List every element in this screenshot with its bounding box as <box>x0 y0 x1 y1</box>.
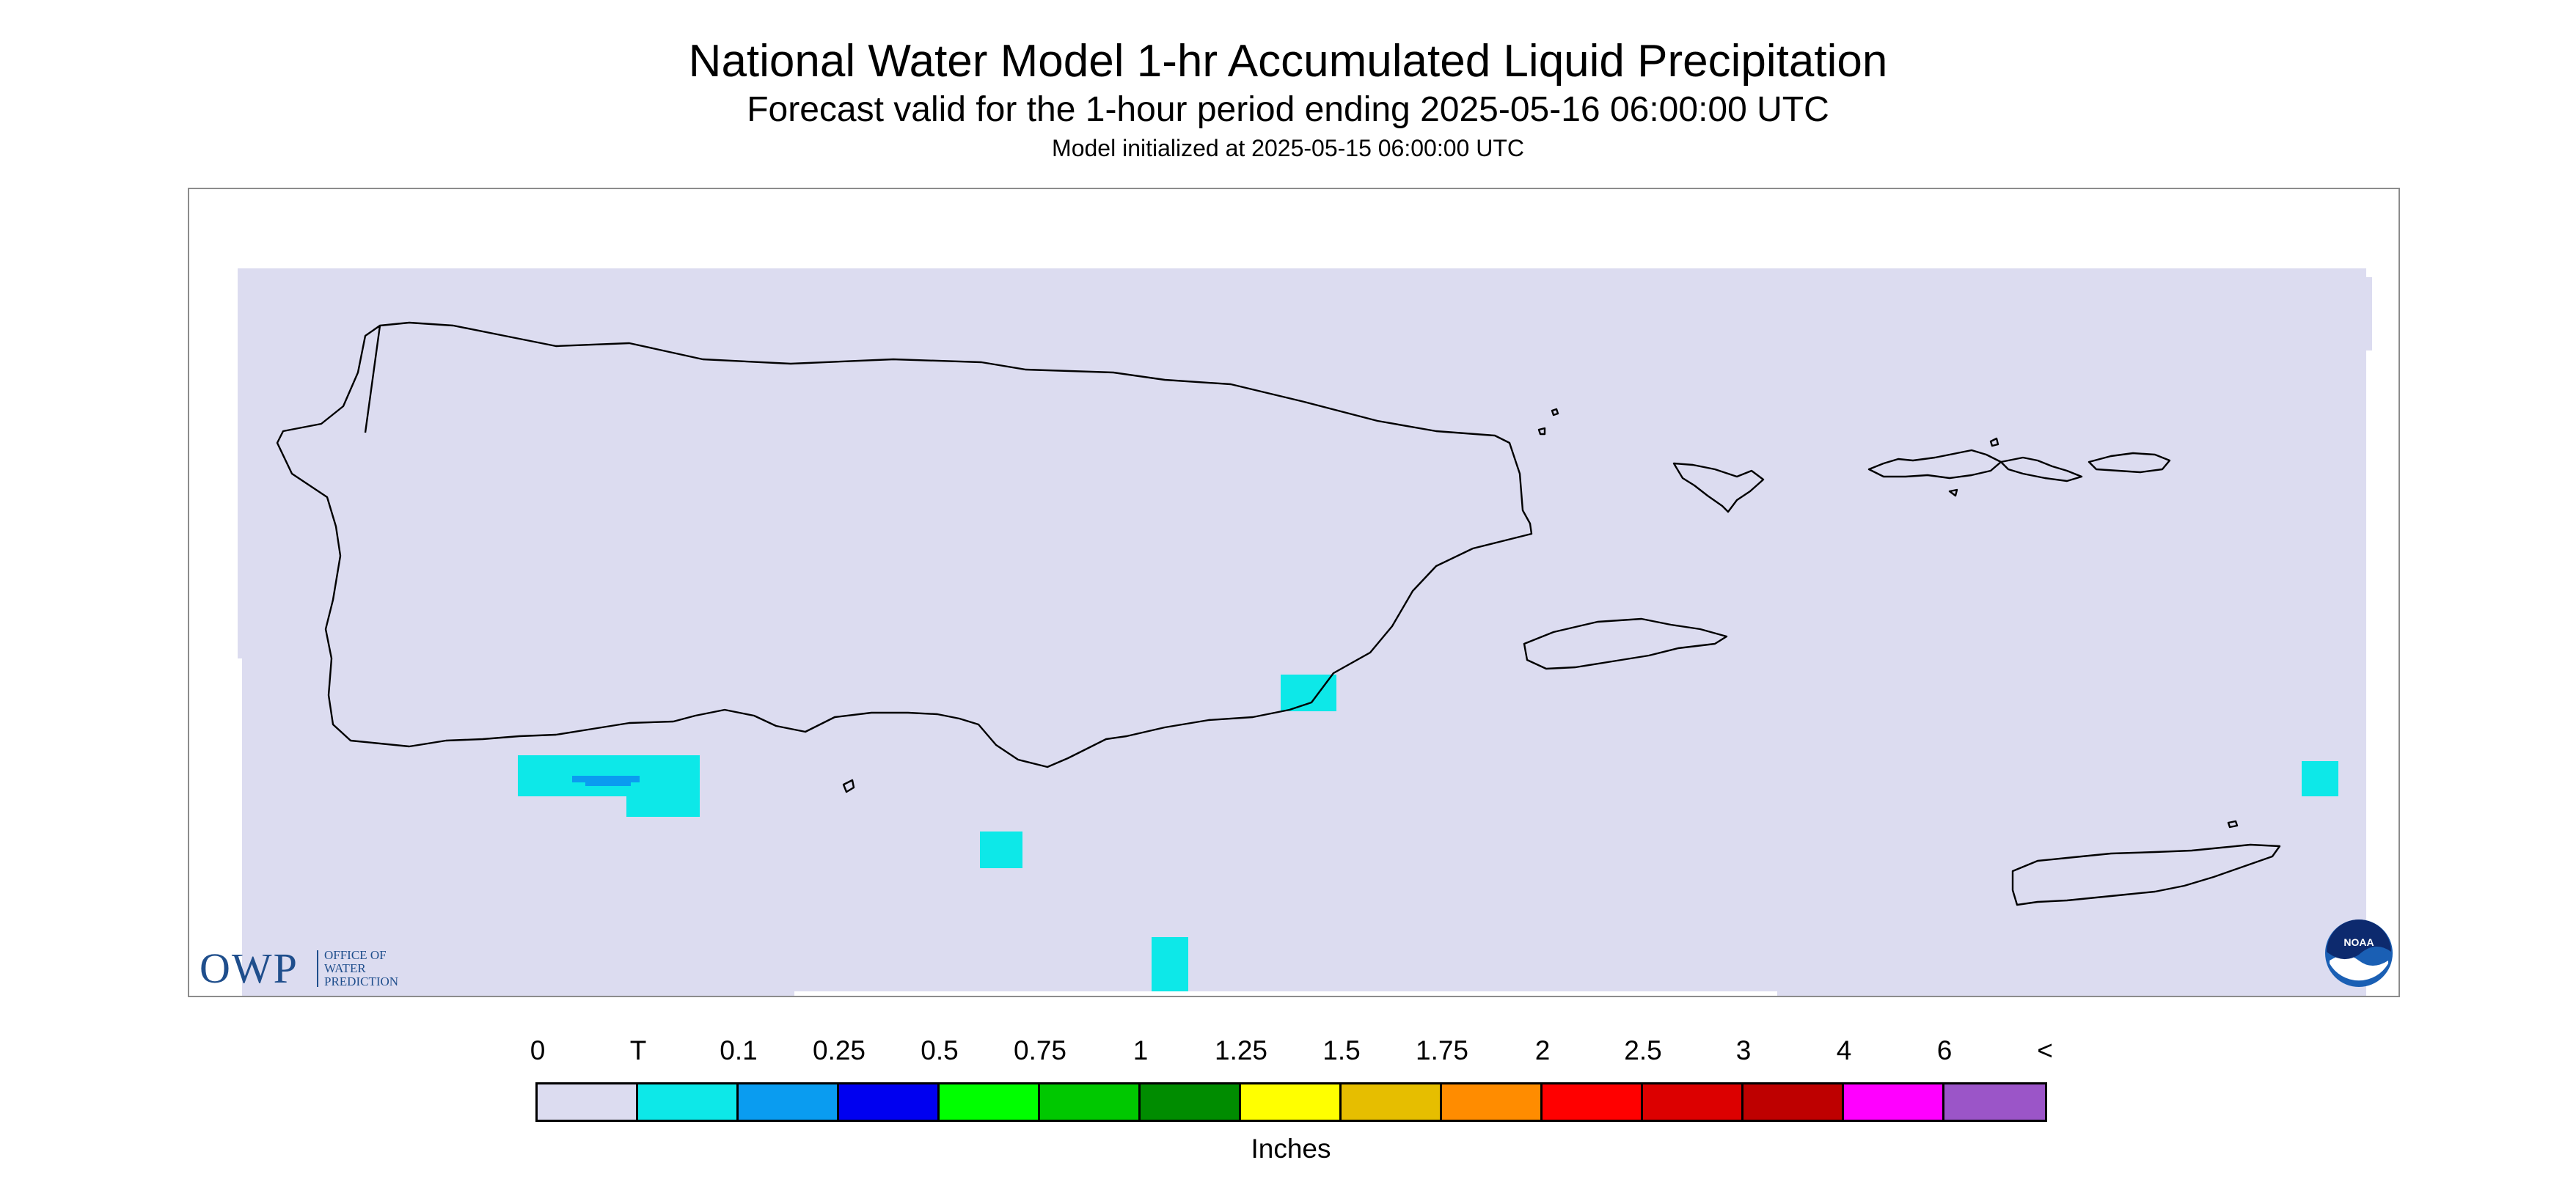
map-title: National Water Model 1-hr Accumulated Li… <box>688 36 1888 87</box>
legend-swatch <box>1040 1084 1141 1120</box>
coastline-islet <box>1551 408 1559 416</box>
precip-cell <box>980 832 1022 868</box>
precip-cell-heavy <box>572 776 640 782</box>
legend-swatch <box>1442 1084 1543 1120</box>
coastline-islet <box>2227 820 2239 829</box>
owp-logo: OWP OFFICE OF WATER PREDICTION <box>200 946 434 991</box>
coastline-vieques <box>1523 617 1728 670</box>
legend-swatch <box>1241 1084 1342 1120</box>
legend-tick-label: 0.75 <box>1013 1035 1067 1065</box>
precip-cell <box>626 755 700 817</box>
coastline-islet <box>1989 437 1999 447</box>
legend-tick-label: 1.75 <box>1415 1035 1469 1065</box>
owp-logo-divider <box>317 950 318 987</box>
noaa-logo: NOAA <box>2325 919 2393 987</box>
precip-cells <box>518 675 2338 991</box>
legend-tick-label: 0.25 <box>812 1035 866 1065</box>
legend-tick-label: 0.1 <box>720 1035 758 1065</box>
precip-cell-heavy <box>585 782 631 786</box>
legend-tick-label: 1.5 <box>1322 1035 1361 1065</box>
legend-swatch <box>1141 1084 1241 1120</box>
coastline-culebra <box>1672 462 1765 513</box>
owp-logo-text: OWP <box>200 944 299 992</box>
coastline-islet <box>1948 488 1958 497</box>
legend-tick-label: 4 <box>1836 1035 1852 1065</box>
precipitation-map[interactable] <box>189 189 2398 996</box>
coastline-mona <box>842 779 855 793</box>
legend-swatch <box>940 1084 1040 1120</box>
legend-tick-label: 1 <box>1133 1035 1149 1065</box>
legend-swatch <box>739 1084 839 1120</box>
legend-swatch <box>839 1084 940 1120</box>
owp-logo-line2: WATER <box>324 961 366 975</box>
coastline-bvi <box>2087 452 2171 474</box>
model-domain-field <box>235 268 2372 996</box>
coastline-st-croix <box>2011 843 2281 906</box>
map-frame[interactable] <box>188 188 2400 997</box>
legend-color-bar <box>535 1082 2047 1122</box>
coastline-puerto-rico <box>276 321 1533 768</box>
legend-swatch <box>1743 1084 1844 1120</box>
legend-unit-label: Inches <box>1251 1134 1331 1164</box>
legend-tick-label: 1.25 <box>1214 1035 1268 1065</box>
legend-tick-label: 2.5 <box>1624 1035 1662 1065</box>
noaa-logo-text: NOAA <box>2343 936 2374 948</box>
legend-swatch <box>538 1084 638 1120</box>
legend-swatch <box>1543 1084 1643 1120</box>
legend-swatch <box>1944 1084 2045 1120</box>
legend-tick-label: 3 <box>1735 1035 1752 1065</box>
legend-swatch <box>638 1084 739 1120</box>
legend-tick-label: 2 <box>1534 1035 1551 1065</box>
coastline-st-john <box>1999 456 2083 482</box>
legend-swatch <box>1342 1084 1442 1120</box>
coastline-islet <box>1537 427 1546 436</box>
model-init-line: Model initialized at 2025-05-15 06:00:00… <box>1052 135 1524 161</box>
legend-tick-label: 6 <box>1936 1035 1953 1065</box>
precip-cell <box>1152 937 1188 991</box>
legend-tick-label: T <box>629 1035 647 1065</box>
legend-tick-label: < <box>2037 1035 2053 1065</box>
owp-logo-line3: PREDICTION <box>324 974 399 988</box>
forecast-valid-subtitle: Forecast valid for the 1-hour period end… <box>747 90 1829 129</box>
coastlines <box>276 321 2281 906</box>
legend-swatch <box>1844 1084 1944 1120</box>
coastline-st-thomas <box>1867 449 2002 480</box>
legend-swatch <box>1643 1084 1743 1120</box>
legend-tick-label: 0 <box>530 1035 546 1065</box>
owp-logo-line1: OFFICE OF <box>324 948 387 962</box>
legend-tick-label: 0.5 <box>921 1035 959 1065</box>
precip-cell <box>2302 761 2338 796</box>
precipitation-legend: 0 T 0.1 0.25 0.5 0.75 1 1.25 1.5 1.75 2 2.5 3 4 6 < Inc… <box>530 1035 2053 1175</box>
